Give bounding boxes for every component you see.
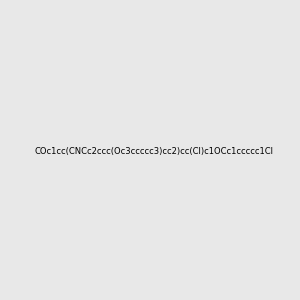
Text: COc1cc(CNCc2ccc(Oc3ccccc3)cc2)cc(Cl)c1OCc1ccccc1Cl: COc1cc(CNCc2ccc(Oc3ccccc3)cc2)cc(Cl)c1OC… [34, 147, 273, 156]
